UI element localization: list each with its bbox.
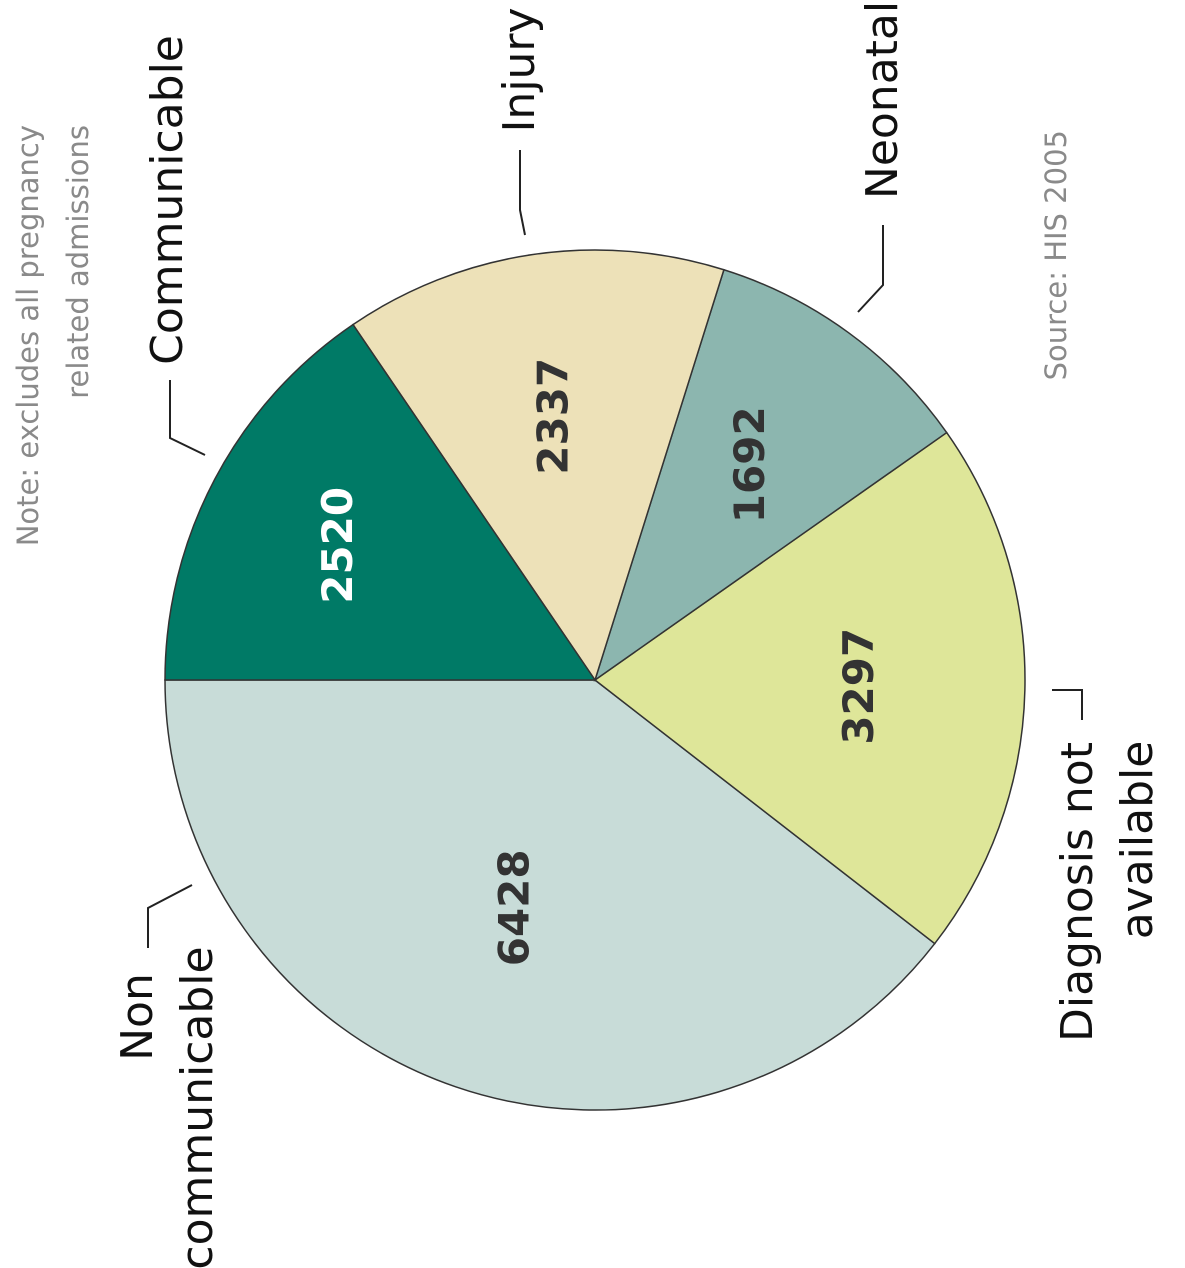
value-label: 3297 <box>834 628 883 745</box>
value-label: 2520 <box>313 487 362 604</box>
value-label: 2337 <box>529 358 578 475</box>
pie-slice <box>593 268 948 682</box>
category-label: Non communicable <box>112 946 223 1268</box>
note-line: related admissions <box>61 125 95 399</box>
pie-slice <box>164 323 597 681</box>
pie-slice <box>164 679 936 1111</box>
pie-slice <box>593 431 1026 945</box>
leader-line <box>169 380 206 456</box>
leader-line <box>1052 689 1083 720</box>
category-label: Diagnosis not available <box>1052 728 1163 1042</box>
category-label: Communicable <box>142 35 193 365</box>
note-line: Note: excludes all pregnancy <box>11 125 45 546</box>
value-label: 6428 <box>489 849 538 966</box>
category-label: Neonatal <box>857 1 908 199</box>
category-label: Injury <box>494 7 545 132</box>
pie-slice <box>351 249 725 682</box>
source: Source: HIS 2005 <box>1039 130 1073 380</box>
leader-line <box>147 884 193 948</box>
value-label: 1692 <box>725 406 774 523</box>
leader-line <box>857 225 884 313</box>
leader-line <box>519 150 526 236</box>
